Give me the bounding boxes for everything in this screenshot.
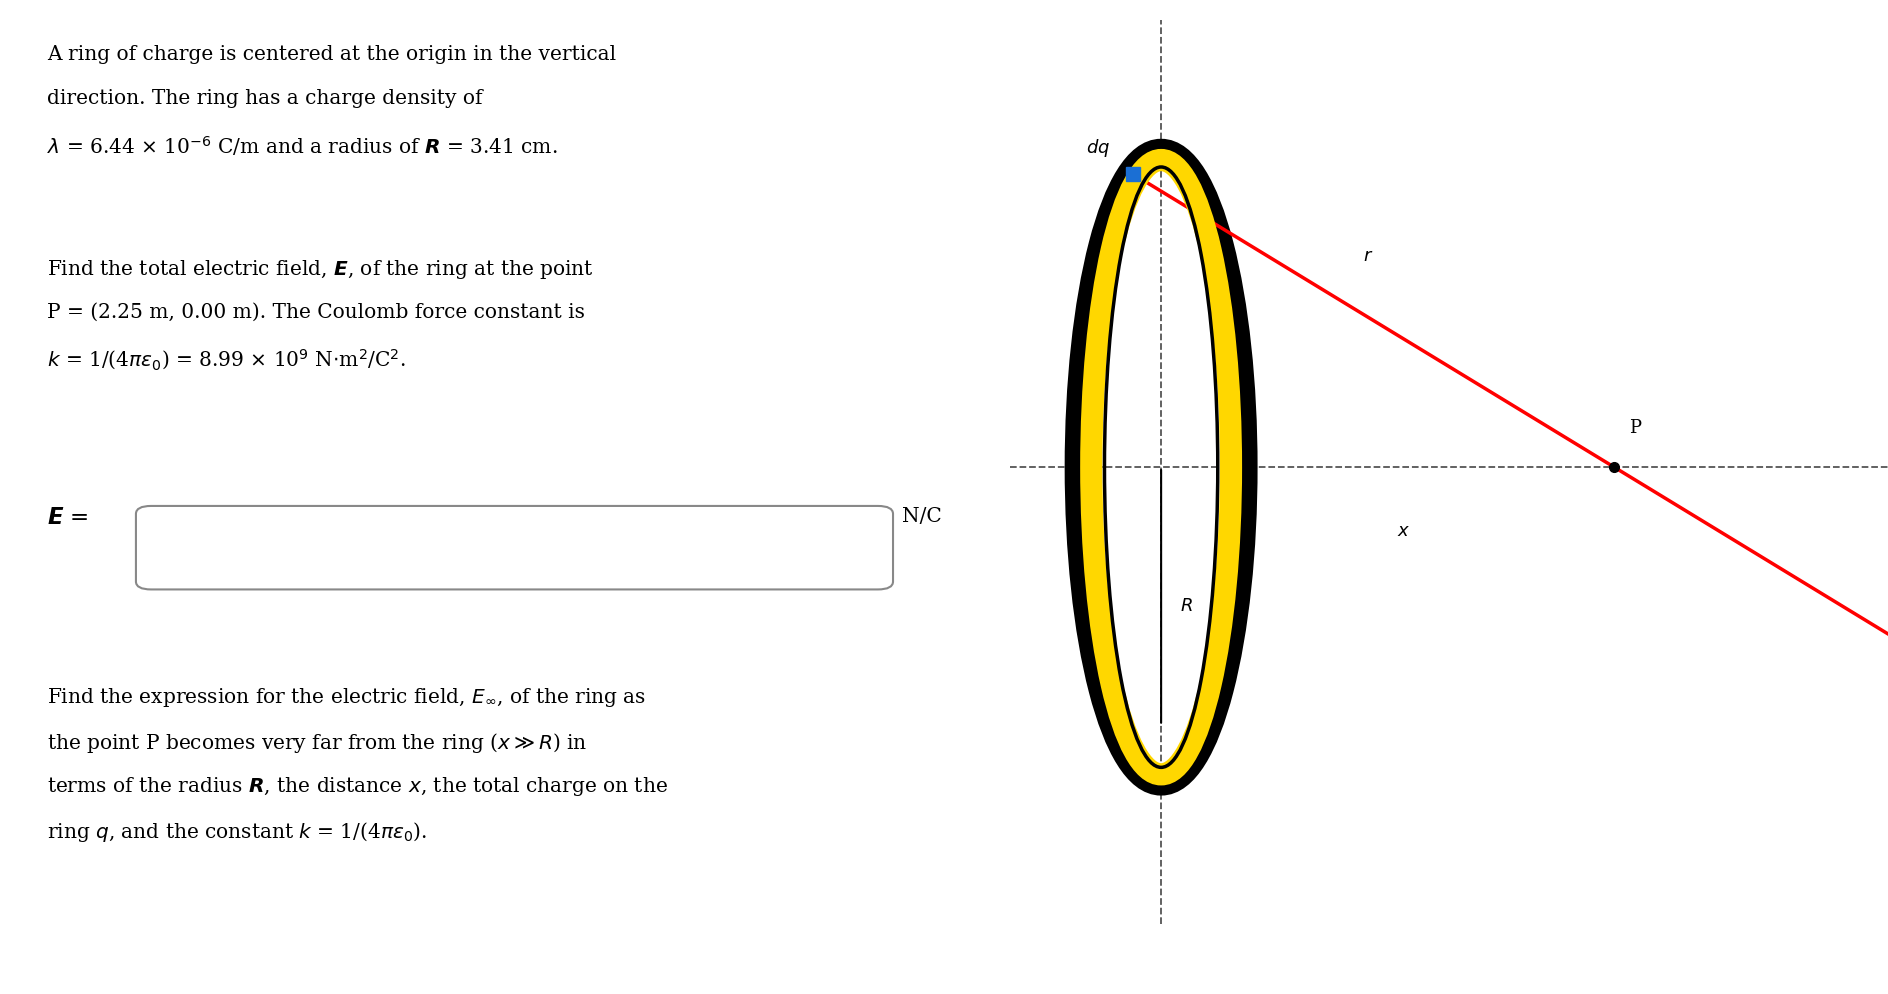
Text: direction. The ring has a charge density of: direction. The ring has a charge density…: [47, 89, 483, 108]
Text: $dq$: $dq$: [1086, 137, 1110, 159]
Text: A ring of charge is centered at the origin in the vertical: A ring of charge is centered at the orig…: [47, 45, 615, 64]
Text: $x$: $x$: [1397, 522, 1410, 540]
Text: $r$: $r$: [1363, 248, 1373, 265]
Text: $\boldsymbol{E}$ =: $\boldsymbol{E}$ =: [47, 507, 89, 529]
FancyBboxPatch shape: [136, 506, 893, 589]
Text: $\lambda$ = 6.44 $\times$ 10$^{-6}$ C/m and a radius of $\boldsymbol{R}$ = 3.41 : $\lambda$ = 6.44 $\times$ 10$^{-6}$ C/m …: [47, 134, 557, 158]
Text: P = (2.25 m, 0.00 m). The Coulomb force constant is: P = (2.25 m, 0.00 m). The Coulomb force …: [47, 303, 585, 322]
Text: N/C: N/C: [902, 507, 942, 526]
Text: Find the total electric field, $\boldsymbol{E}$, of the ring at the point: Find the total electric field, $\boldsym…: [47, 258, 595, 281]
Text: ring $q$, and the constant $k$ = 1/(4$\pi\epsilon_0$).: ring $q$, and the constant $k$ = 1/(4$\p…: [47, 820, 427, 844]
Text: P: P: [1629, 419, 1641, 437]
Text: Find the expression for the electric field, $E_\infty$, of the ring as: Find the expression for the electric fie…: [47, 686, 646, 709]
Text: terms of the radius $\boldsymbol{R}$, the distance $x$, the total charge on the: terms of the radius $\boldsymbol{R}$, th…: [47, 775, 668, 798]
Text: $R$: $R$: [1180, 597, 1193, 615]
Text: $k$ = 1/(4$\pi\epsilon_0$) = 8.99 $\times$ 10$^9$ N$\cdot$m$^2$/C$^2$.: $k$ = 1/(4$\pi\epsilon_0$) = 8.99 $\time…: [47, 348, 406, 373]
Text: the point P becomes very far from the ring ($x \gg R$) in: the point P becomes very far from the ri…: [47, 731, 587, 754]
